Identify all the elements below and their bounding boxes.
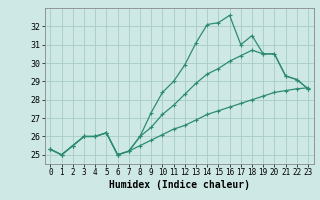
X-axis label: Humidex (Indice chaleur): Humidex (Indice chaleur) [109, 180, 250, 190]
